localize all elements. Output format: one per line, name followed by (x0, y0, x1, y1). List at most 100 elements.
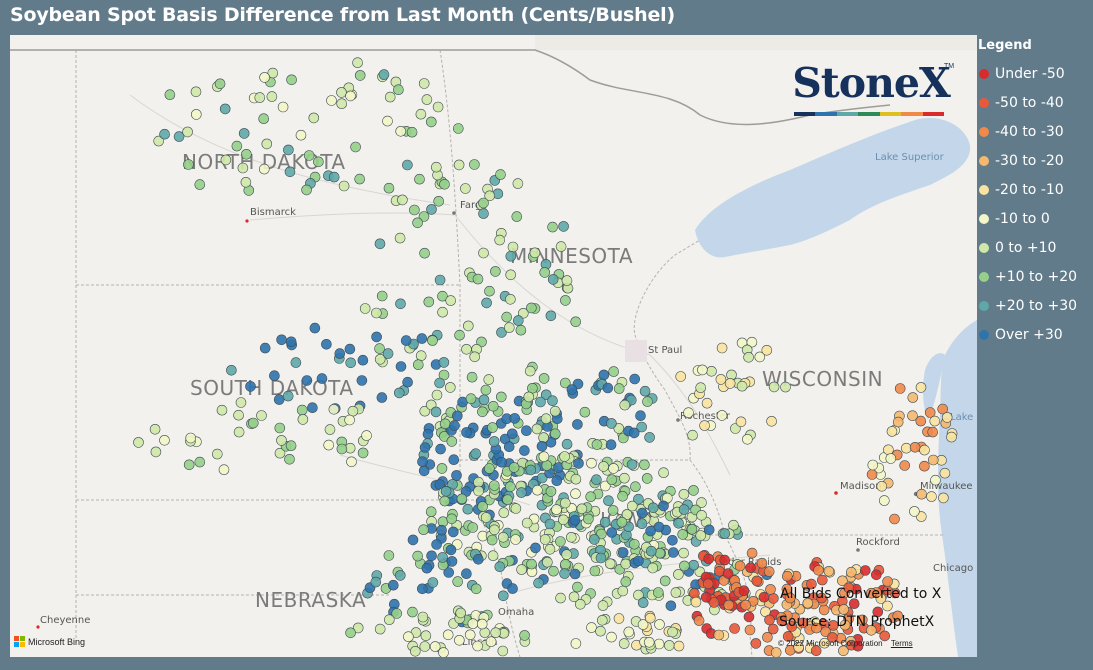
basis-point[interactable] (469, 159, 480, 170)
basis-point[interactable] (402, 159, 413, 171)
basis-point[interactable] (667, 547, 679, 558)
basis-point[interactable] (885, 453, 897, 464)
basis-point[interactable] (892, 416, 904, 428)
basis-point[interactable] (602, 382, 614, 394)
basis-point[interactable] (346, 456, 357, 468)
basis-point[interactable] (907, 410, 918, 422)
basis-point[interactable] (599, 480, 611, 492)
basis-point[interactable] (539, 267, 551, 278)
basis-point[interactable] (526, 558, 537, 570)
basis-point[interactable] (256, 410, 267, 421)
basis-point[interactable] (736, 380, 748, 392)
basis-point[interactable] (461, 343, 472, 355)
basis-point[interactable] (448, 454, 460, 466)
basis-point[interactable] (541, 460, 553, 471)
basis-point[interactable] (652, 587, 664, 598)
basis-point[interactable] (574, 598, 586, 610)
basis-point[interactable] (376, 392, 388, 403)
basis-point[interactable] (472, 553, 484, 565)
basis-point[interactable] (519, 445, 530, 456)
basis-point[interactable] (456, 493, 468, 505)
basis-point[interactable] (434, 274, 446, 286)
basis-point[interactable] (476, 618, 488, 630)
basis-point[interactable] (254, 92, 266, 103)
basis-point[interactable] (599, 516, 611, 528)
basis-point[interactable] (786, 621, 798, 632)
basis-point[interactable] (414, 173, 425, 185)
basis-point[interactable] (153, 135, 164, 147)
basis-point[interactable] (515, 324, 527, 336)
basis-point[interactable] (750, 638, 762, 649)
basis-point[interactable] (416, 583, 428, 595)
basis-point[interactable] (544, 543, 556, 555)
basis-point[interactable] (673, 569, 684, 580)
basis-point[interactable] (585, 491, 597, 503)
basis-point[interactable] (284, 166, 296, 178)
basis-point[interactable] (899, 460, 911, 471)
basis-point[interactable] (512, 178, 524, 189)
basis-point[interactable] (345, 627, 356, 639)
basis-point[interactable] (505, 293, 516, 305)
basis-point[interactable] (927, 454, 939, 466)
basis-point[interactable] (641, 473, 653, 484)
basis-point[interactable] (497, 645, 509, 657)
legend-item[interactable]: -20 to -10 (977, 175, 1093, 204)
basis-point[interactable] (449, 420, 460, 431)
basis-point[interactable] (508, 462, 520, 473)
basis-point[interactable] (764, 614, 775, 626)
basis-point[interactable] (478, 197, 489, 209)
legend-item[interactable]: -30 to -20 (977, 146, 1093, 175)
basis-point[interactable] (767, 623, 779, 635)
basis-point[interactable] (701, 397, 713, 409)
basis-point[interactable] (740, 599, 752, 611)
basis-point[interactable] (439, 495, 451, 507)
basis-point[interactable] (688, 559, 700, 571)
basis-point[interactable] (451, 410, 463, 422)
basis-point[interactable] (679, 560, 690, 572)
basis-point[interactable] (336, 87, 347, 98)
basis-point[interactable] (409, 645, 421, 657)
basis-point[interactable] (745, 562, 756, 574)
basis-point[interactable] (324, 424, 336, 435)
basis-point[interactable] (245, 381, 256, 392)
basis-point[interactable] (763, 566, 775, 577)
basis-point[interactable] (762, 631, 773, 643)
basis-point[interactable] (273, 394, 285, 405)
basis-point[interactable] (445, 295, 457, 306)
basis-point[interactable] (438, 431, 450, 442)
basis-point[interactable] (502, 494, 513, 506)
basis-point[interactable] (439, 179, 450, 190)
basis-point[interactable] (719, 554, 731, 566)
basis-point[interactable] (882, 576, 893, 587)
legend-item[interactable]: 0 to +10 (977, 233, 1093, 262)
basis-point[interactable] (472, 640, 483, 652)
basis-point[interactable] (427, 335, 438, 346)
basis-point[interactable] (488, 480, 500, 491)
basis-point[interactable] (569, 568, 581, 580)
basis-point[interactable] (659, 575, 671, 587)
basis-point[interactable] (434, 377, 445, 389)
basis-point[interactable] (802, 597, 814, 609)
basis-point[interactable] (416, 333, 428, 344)
basis-point[interactable] (865, 587, 877, 599)
basis-point[interactable] (729, 623, 740, 634)
basis-point[interactable] (742, 433, 753, 445)
basis-point[interactable] (629, 373, 641, 385)
basis-point[interactable] (667, 534, 678, 546)
basis-point[interactable] (382, 115, 393, 127)
basis-point[interactable] (852, 640, 864, 652)
basis-point[interactable] (549, 428, 561, 440)
basis-point[interactable] (478, 247, 489, 259)
basis-point[interactable] (473, 485, 484, 497)
basis-point[interactable] (658, 467, 669, 479)
basis-point[interactable] (420, 630, 432, 642)
basis-point[interactable] (497, 531, 509, 543)
basis-point[interactable] (533, 577, 544, 589)
basis-point[interactable] (548, 565, 559, 577)
basis-point[interactable] (356, 375, 368, 386)
basis-point[interactable] (478, 394, 490, 406)
basis-point[interactable] (297, 414, 309, 425)
basis-point[interactable] (606, 631, 617, 643)
basis-point[interactable] (843, 582, 855, 594)
basis-point[interactable] (296, 404, 308, 416)
